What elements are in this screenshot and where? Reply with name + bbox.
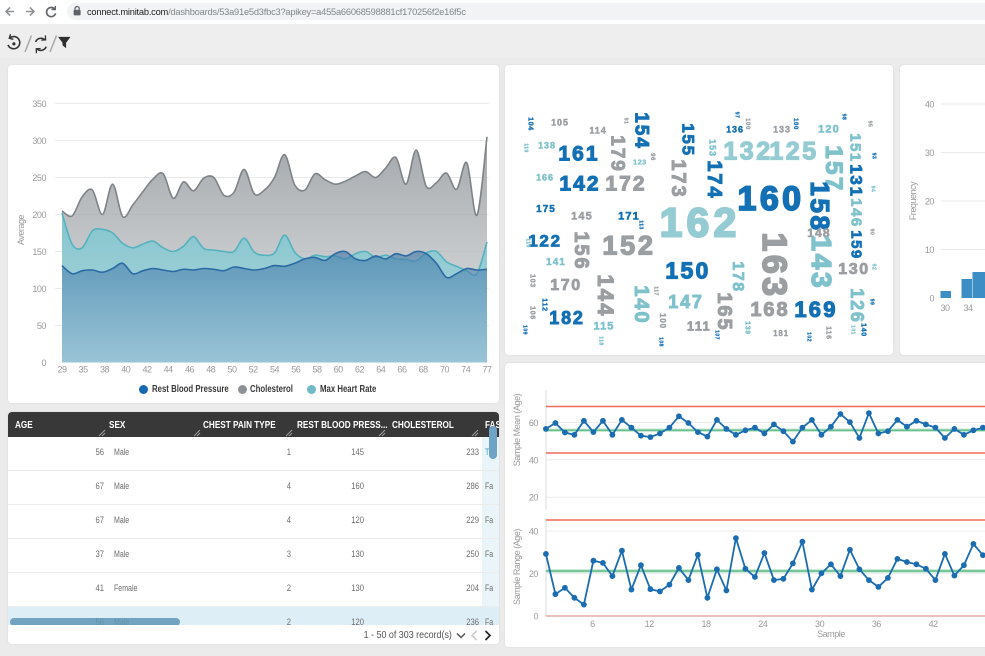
- svg-text:20: 20: [925, 197, 935, 207]
- svg-text:66: 66: [397, 365, 407, 375]
- svg-text:30: 30: [815, 619, 825, 629]
- svg-text:40: 40: [529, 455, 539, 465]
- svg-text:24: 24: [758, 619, 768, 629]
- svg-text:30: 30: [925, 148, 935, 158]
- svg-text:38: 38: [100, 365, 110, 375]
- svg-text:60: 60: [334, 365, 344, 375]
- svg-text:48: 48: [206, 365, 216, 375]
- svg-text:56: 56: [291, 365, 301, 375]
- svg-text:50: 50: [227, 365, 237, 375]
- svg-text:62: 62: [355, 365, 365, 375]
- svg-text:6: 6: [590, 619, 595, 629]
- svg-text:42: 42: [142, 365, 152, 375]
- svg-text:350: 350: [32, 99, 46, 109]
- svg-text:0: 0: [533, 612, 538, 622]
- svg-text:42: 42: [929, 619, 939, 629]
- svg-text:Sample Mean (Age): Sample Mean (Age): [512, 393, 522, 466]
- svg-text:40: 40: [529, 527, 539, 537]
- svg-text:150: 150: [32, 247, 46, 257]
- svg-text:70: 70: [440, 365, 450, 375]
- svg-text:29: 29: [57, 365, 67, 375]
- svg-text:250: 250: [32, 173, 46, 183]
- svg-text:Sample Range (Age): Sample Range (Age): [512, 529, 522, 605]
- svg-text:64: 64: [376, 365, 386, 375]
- svg-text:46: 46: [185, 365, 195, 375]
- svg-text:18: 18: [701, 619, 711, 629]
- svg-text:Frequency: Frequency: [908, 181, 918, 220]
- svg-text:Average: Average: [16, 214, 26, 245]
- svg-text:100: 100: [32, 284, 46, 294]
- svg-text:200: 200: [32, 210, 46, 220]
- svg-text:0: 0: [929, 294, 934, 304]
- svg-text:0: 0: [41, 358, 46, 368]
- svg-text:10: 10: [925, 245, 935, 255]
- svg-text:36: 36: [872, 619, 882, 629]
- svg-text:30: 30: [940, 303, 950, 313]
- svg-text:Sample: Sample: [817, 629, 845, 639]
- svg-text:77: 77: [482, 365, 492, 375]
- svg-text:34: 34: [963, 303, 973, 313]
- svg-text:52: 52: [249, 365, 259, 375]
- svg-text:44: 44: [164, 365, 174, 375]
- svg-text:68: 68: [419, 365, 429, 375]
- svg-text:40: 40: [121, 365, 131, 375]
- svg-text:300: 300: [32, 136, 46, 146]
- svg-text:50: 50: [37, 321, 47, 331]
- svg-text:12: 12: [645, 619, 655, 629]
- svg-text:60: 60: [529, 418, 539, 428]
- svg-text:40: 40: [925, 100, 935, 110]
- svg-text:35: 35: [79, 365, 89, 375]
- svg-text:58: 58: [312, 365, 322, 375]
- svg-text:54: 54: [270, 365, 280, 375]
- svg-text:74: 74: [461, 365, 471, 375]
- svg-text:20: 20: [529, 493, 539, 503]
- svg-text:20: 20: [529, 569, 539, 579]
